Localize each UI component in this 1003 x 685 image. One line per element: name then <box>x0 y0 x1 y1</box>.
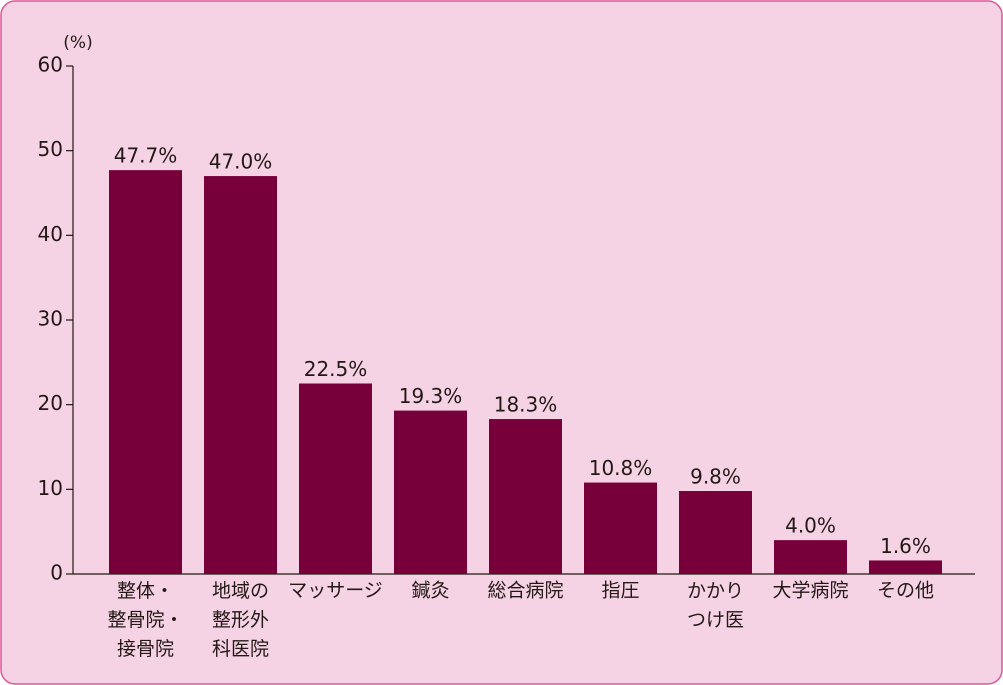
bar <box>869 560 942 574</box>
y-tick-label: 40 <box>38 222 63 246</box>
bar <box>204 176 277 575</box>
x-tick-label: 指圧 <box>601 580 639 602</box>
x-tick-label: その他 <box>877 580 934 602</box>
x-tick-label: かかりつけ医 <box>687 580 744 631</box>
value-label: 4.0% <box>785 514 836 538</box>
x-tick-label: 鍼灸 <box>411 580 449 602</box>
bar <box>394 410 467 574</box>
x-tick-label: マッサージ <box>288 580 383 602</box>
x-tick-label: 整体・整骨院・接骨院 <box>107 580 183 660</box>
value-label: 10.8% <box>589 456 653 480</box>
bar <box>299 383 372 574</box>
y-tick-label: 0 <box>50 561 63 585</box>
bar <box>774 540 847 574</box>
bar <box>109 170 182 574</box>
value-label: 9.8% <box>690 465 741 489</box>
value-label: 1.6% <box>880 534 931 558</box>
y-unit: (%) <box>63 33 92 53</box>
bar <box>489 419 562 574</box>
value-label: 47.0% <box>209 150 273 174</box>
value-label: 18.3% <box>494 393 558 417</box>
bar <box>679 491 752 574</box>
y-tick-label: 10 <box>38 476 63 500</box>
bar <box>584 482 657 574</box>
y-tick-label: 60 <box>38 53 63 77</box>
value-label: 22.5% <box>304 357 368 381</box>
y-tick-label: 20 <box>38 391 63 415</box>
y-tick-label: 30 <box>38 307 63 331</box>
value-label: 19.3% <box>399 384 463 408</box>
y-tick-label: 50 <box>38 137 63 161</box>
x-tick-label: 地域の整形外科医院 <box>212 580 269 660</box>
value-label: 47.7% <box>114 144 178 168</box>
x-tick-label: 総合病院 <box>487 580 563 602</box>
x-tick-label: 大学病院 <box>772 580 848 602</box>
